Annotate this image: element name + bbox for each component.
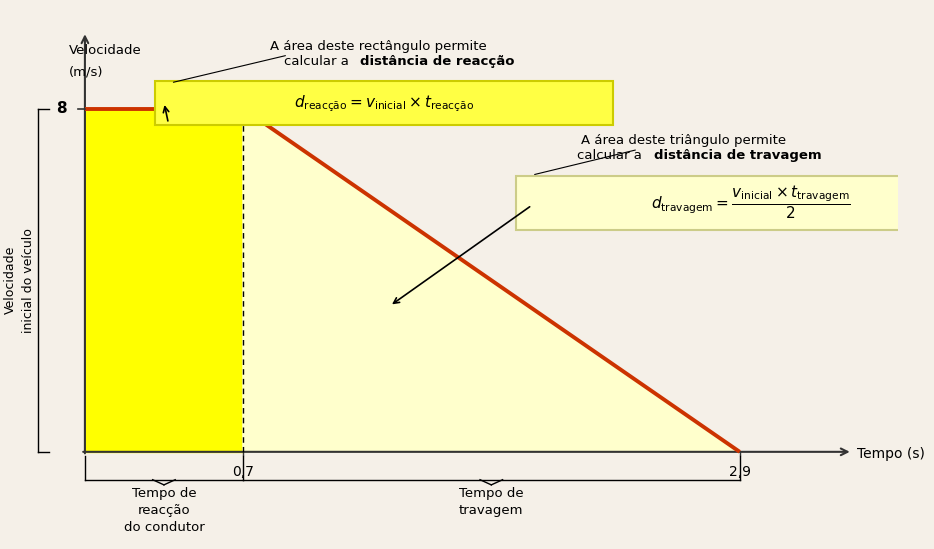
Text: 2,9: 2,9 (729, 464, 751, 479)
Text: $d_{\rm reacção} = v_{\rm inicial} \times t_{\rm reacção}$: $d_{\rm reacção} = v_{\rm inicial} \time… (294, 93, 474, 114)
Text: A área deste triângulo permite: A área deste triângulo permite (581, 135, 785, 147)
Text: distância de travagem: distância de travagem (654, 149, 822, 163)
Text: calcular a: calcular a (284, 55, 353, 68)
Text: 8: 8 (56, 101, 67, 116)
Text: Velocidade: Velocidade (69, 44, 142, 57)
Polygon shape (243, 109, 740, 452)
Text: Tempo (s): Tempo (s) (857, 447, 925, 461)
Text: Velocidade
inicial do veículo: Velocidade inicial do veículo (4, 228, 35, 333)
Text: A área deste rectângulo permite: A área deste rectângulo permite (270, 40, 487, 53)
Text: $d_{\rm travagem} = \dfrac{v_{\rm inicial} \times t_{\rm travagem}}{2}$: $d_{\rm travagem} = \dfrac{v_{\rm inicia… (651, 183, 851, 221)
Text: (m/s): (m/s) (69, 66, 104, 79)
Text: distância de reacção: distância de reacção (361, 55, 515, 68)
Text: Tempo de
reacção
do condutor: Tempo de reacção do condutor (123, 488, 205, 534)
FancyBboxPatch shape (155, 81, 614, 125)
Text: 0,7: 0,7 (232, 464, 254, 479)
Text: calcular a: calcular a (577, 149, 646, 163)
Polygon shape (85, 109, 243, 452)
FancyBboxPatch shape (517, 176, 934, 231)
Text: Tempo de
travagem: Tempo de travagem (459, 488, 524, 518)
